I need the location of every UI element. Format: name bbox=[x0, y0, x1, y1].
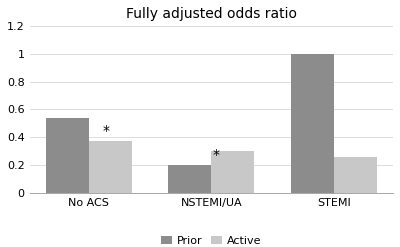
Text: *: * bbox=[102, 124, 110, 138]
Bar bbox=[211, 151, 254, 193]
Bar bbox=[46, 118, 89, 193]
Bar bbox=[291, 54, 334, 193]
Text: *: * bbox=[212, 148, 219, 162]
Bar bbox=[334, 157, 376, 193]
Bar bbox=[89, 141, 132, 193]
Bar bbox=[168, 165, 211, 193]
Legend: Prior, Active: Prior, Active bbox=[157, 231, 266, 247]
Title: Fully adjusted odds ratio: Fully adjusted odds ratio bbox=[126, 7, 297, 21]
